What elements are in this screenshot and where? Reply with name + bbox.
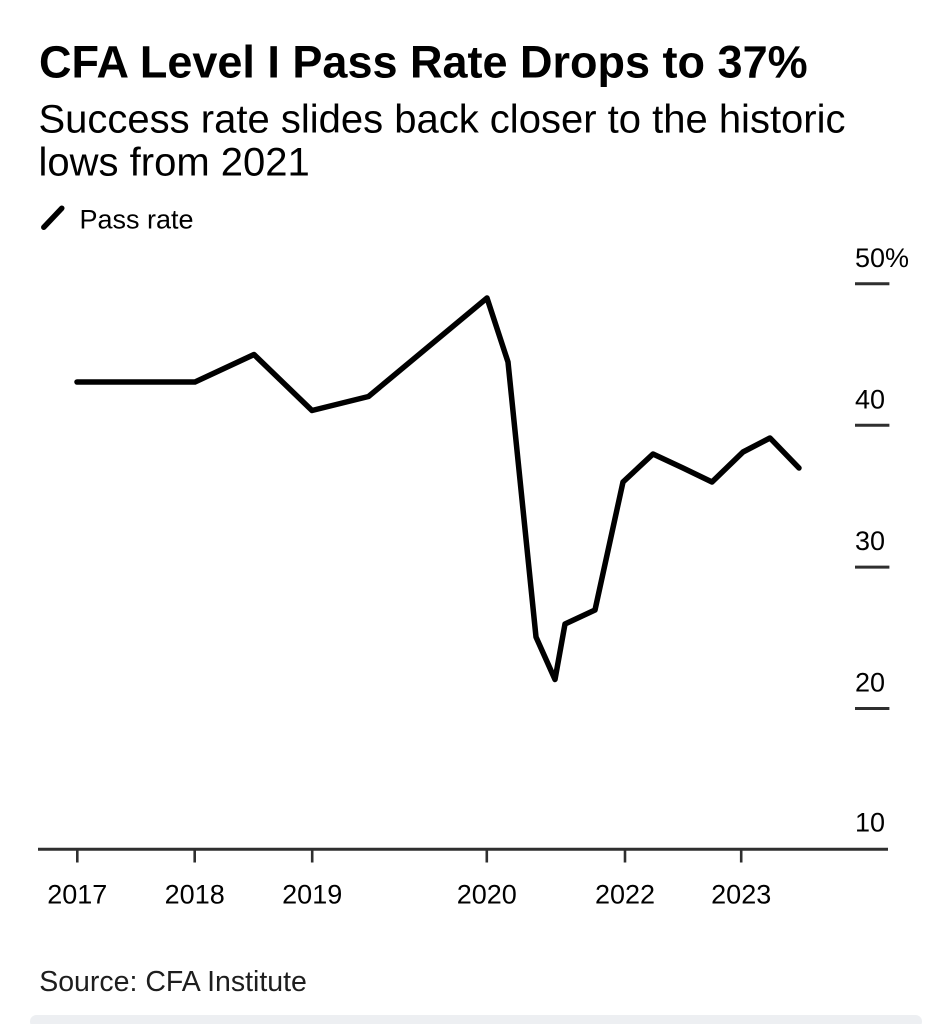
svg-text:Source: CFA Institute: Source: CFA Institute <box>39 966 307 998</box>
svg-text:CFA Level I Pass Rate Drops to: CFA Level I Pass Rate Drops to 37% <box>39 36 808 87</box>
svg-text:2023: 2023 <box>711 880 771 910</box>
svg-text:20: 20 <box>855 668 885 698</box>
svg-text:2018: 2018 <box>165 880 225 910</box>
svg-text:lows from 2021: lows from 2021 <box>39 141 310 185</box>
svg-text:2019: 2019 <box>282 880 342 910</box>
svg-text:Pass rate: Pass rate <box>80 204 194 234</box>
svg-text:50%: 50% <box>855 243 909 273</box>
svg-text:30: 30 <box>855 526 885 556</box>
svg-text:2020: 2020 <box>457 880 517 910</box>
svg-text:40: 40 <box>855 384 885 414</box>
svg-text:10: 10 <box>855 808 885 838</box>
svg-text:2022: 2022 <box>595 880 655 910</box>
svg-text:2017: 2017 <box>47 880 107 910</box>
svg-text:Success rate slides back close: Success rate slides back closer to the h… <box>39 98 846 142</box>
